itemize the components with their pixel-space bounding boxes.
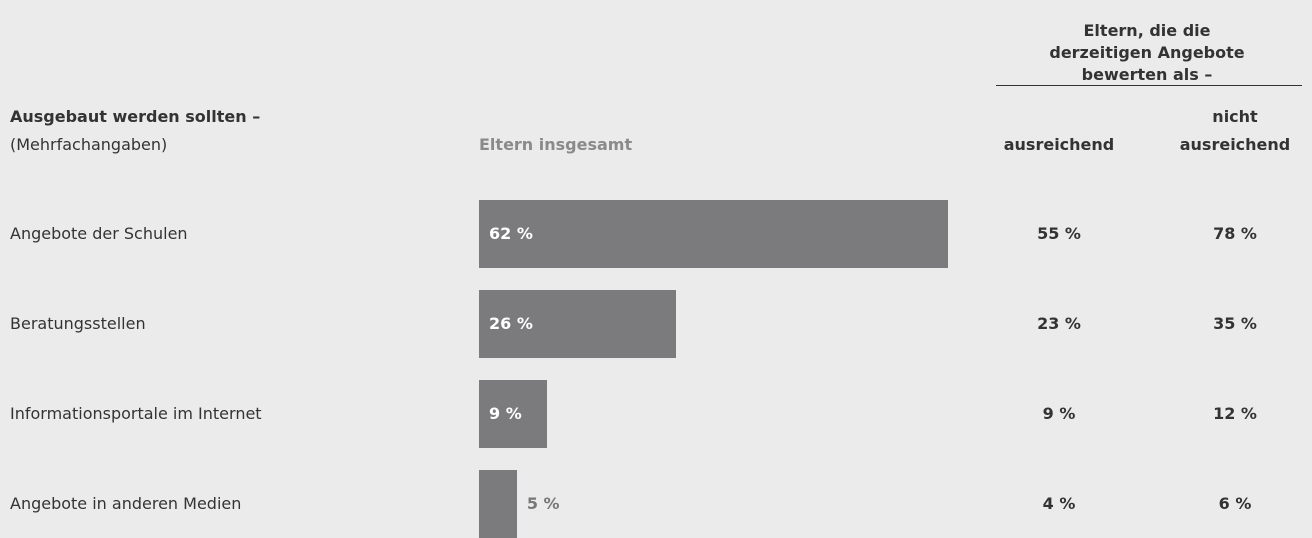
category-label: Angebote in anderen Medien — [10, 494, 242, 513]
group-rule — [996, 85, 1302, 86]
column-value: 55 % — [1037, 224, 1081, 243]
category-label: Informationsportale im Internet — [10, 404, 262, 423]
column-value: 35 % — [1213, 314, 1257, 333]
category-label: Beratungsstellen — [10, 314, 146, 333]
column-value: 23 % — [1037, 314, 1081, 333]
column-header: ausreichend — [1003, 135, 1115, 154]
value-label: 26 % — [489, 314, 533, 333]
bar — [479, 200, 949, 268]
column-value: 4 % — [1042, 494, 1076, 513]
row-header: Ausgebaut werden sollten – — [10, 107, 261, 126]
bar-header: Eltern insgesamt — [479, 135, 633, 154]
row-subheader: (Mehrfachangaben) — [10, 135, 168, 154]
value-label: 62 % — [489, 224, 533, 243]
bar — [479, 290, 676, 358]
column-value: 12 % — [1213, 404, 1257, 423]
group-header: Eltern, die die derzeitigen Angebote bew… — [1049, 21, 1245, 84]
column-header: nicht ausreichend — [1179, 107, 1291, 154]
value-label: 9 % — [489, 404, 522, 423]
column-value: 9 % — [1042, 404, 1076, 423]
column-value: 78 % — [1213, 224, 1257, 243]
column-value: 6 % — [1218, 494, 1252, 513]
bar — [479, 380, 548, 448]
category-label: Angebote der Schulen — [10, 224, 188, 243]
value-label: 5 % — [526, 494, 560, 513]
bar — [479, 470, 517, 538]
